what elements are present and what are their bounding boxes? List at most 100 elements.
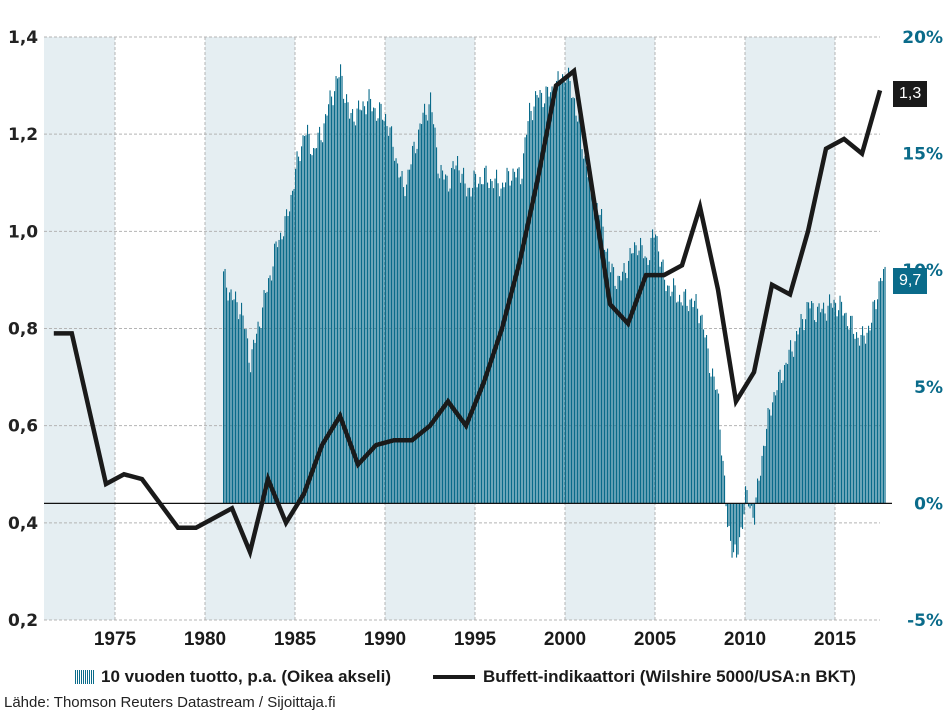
bar	[838, 310, 840, 504]
right-axis-tick-label: 15%	[902, 145, 943, 165]
x-axis-tick-label: 2010	[724, 629, 766, 650]
bar	[626, 278, 628, 504]
bar	[860, 334, 862, 504]
bar	[620, 280, 622, 504]
bar	[773, 392, 775, 504]
bar	[824, 313, 826, 504]
bar	[319, 126, 321, 504]
bar	[836, 316, 838, 504]
bar	[734, 503, 736, 545]
bar	[862, 326, 864, 504]
bar	[325, 114, 327, 504]
bar	[784, 365, 786, 504]
bar	[448, 191, 450, 504]
bar	[335, 76, 337, 504]
bar	[508, 171, 510, 504]
bar	[328, 104, 330, 504]
bar	[458, 170, 460, 504]
bar	[811, 301, 813, 504]
source-note: Lähde: Thomson Reuters Datastream / Sijo…	[4, 694, 336, 711]
bar	[788, 349, 790, 504]
bar	[712, 368, 714, 504]
bar	[622, 271, 624, 504]
bar	[478, 183, 480, 504]
bar	[548, 96, 550, 504]
bar	[650, 237, 652, 504]
x-axis-ticks: 1975 1980 1985 1990 1995 2000 2005 2010 2015	[94, 629, 857, 650]
bar	[401, 170, 403, 504]
bar	[814, 320, 816, 504]
bar	[509, 185, 511, 504]
bar	[490, 178, 492, 504]
bar	[698, 323, 700, 504]
bar	[878, 281, 880, 504]
bar	[383, 120, 385, 504]
bar	[422, 112, 424, 504]
bar	[641, 245, 643, 504]
bar	[598, 215, 600, 504]
bar	[764, 446, 766, 504]
bar	[305, 135, 307, 504]
bar	[653, 237, 655, 504]
x-axis-tick-label: 2000	[544, 629, 586, 650]
bar	[716, 389, 718, 504]
bar	[302, 135, 304, 504]
bar	[635, 245, 637, 504]
bar	[385, 113, 387, 504]
bar	[425, 114, 427, 504]
bar	[553, 96, 555, 504]
bar	[746, 490, 748, 504]
bar	[347, 102, 349, 504]
bar	[884, 266, 886, 504]
bar	[314, 148, 316, 504]
bar	[790, 340, 792, 504]
bar	[245, 329, 247, 504]
bar	[331, 96, 333, 504]
bar	[532, 120, 534, 504]
bar	[257, 321, 259, 504]
bar	[359, 109, 361, 504]
bar	[745, 486, 747, 504]
bar	[332, 105, 334, 504]
bar	[287, 216, 289, 504]
bar	[494, 178, 496, 504]
bar	[449, 188, 451, 504]
bar	[265, 292, 267, 504]
bar-last-value-label: 9,7	[893, 268, 928, 294]
bar	[595, 201, 597, 504]
bar	[823, 302, 825, 504]
bar	[707, 348, 709, 504]
bar	[611, 263, 613, 504]
bar	[503, 187, 505, 504]
x-axis-tick-label: 2015	[814, 629, 857, 650]
bar	[680, 302, 682, 504]
bar	[337, 78, 339, 504]
bar	[464, 183, 466, 504]
bar	[841, 301, 843, 504]
bar	[457, 156, 459, 504]
bar	[845, 312, 847, 504]
bar	[344, 102, 346, 504]
bar	[865, 343, 867, 504]
bar	[313, 147, 315, 504]
bar	[644, 256, 646, 504]
bar	[637, 255, 639, 504]
legend: 10 vuoden tuotto, p.a. (Oikea akseli) Bu…	[75, 667, 898, 687]
bar	[677, 301, 679, 504]
bar	[769, 409, 771, 504]
bar	[776, 390, 778, 504]
bar	[692, 307, 694, 504]
bar	[371, 111, 373, 504]
right-axis-tick-label: 5%	[914, 378, 943, 398]
bar	[406, 184, 408, 504]
bar	[545, 86, 547, 504]
bar	[259, 326, 261, 504]
bar	[866, 332, 868, 504]
bar	[500, 188, 502, 504]
bar	[431, 112, 433, 504]
bar	[550, 92, 552, 504]
bar	[605, 251, 607, 504]
bar	[853, 333, 855, 504]
bar	[281, 239, 283, 504]
bar	[676, 302, 678, 504]
